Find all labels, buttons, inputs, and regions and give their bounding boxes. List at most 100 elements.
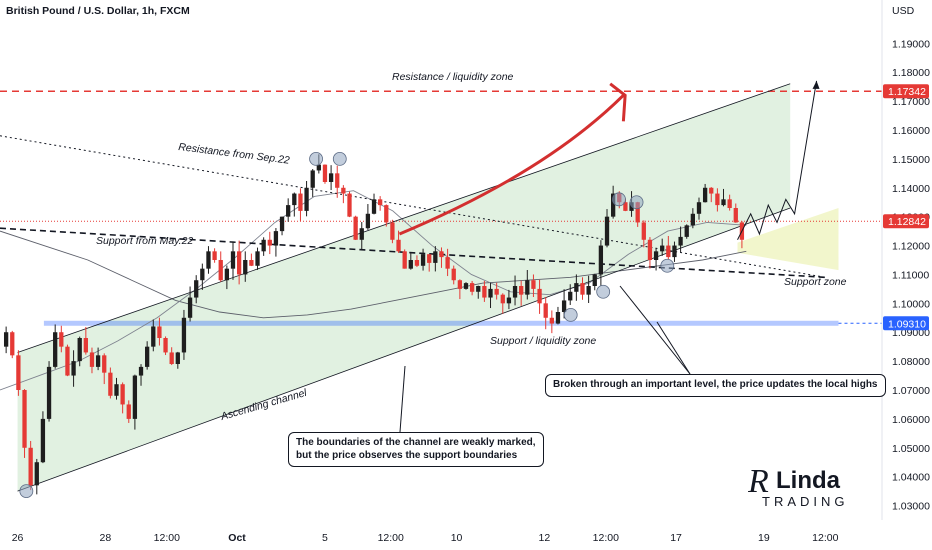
candle-body xyxy=(574,283,579,292)
y-tick-label: 1.19000 xyxy=(892,38,930,50)
candle-body xyxy=(457,280,463,289)
support-zone-fill xyxy=(737,208,839,271)
candle-body xyxy=(212,251,217,260)
candle-body xyxy=(390,222,395,240)
y-tick-label: 1.03000 xyxy=(892,501,930,513)
candle-body xyxy=(451,268,456,281)
candle-body xyxy=(500,294,505,304)
x-tick-label: 10 xyxy=(451,532,463,544)
moving-average-line xyxy=(0,230,747,319)
candle-body xyxy=(371,199,377,214)
x-tick-label: 5 xyxy=(322,532,328,544)
price-label-text: 1.17342 xyxy=(888,86,926,98)
candle-body xyxy=(267,239,272,246)
touch-marker xyxy=(612,192,626,207)
candle-body xyxy=(335,173,340,188)
candle-body xyxy=(445,257,450,269)
support-liquidity-label: Support / liquidity zone xyxy=(490,335,596,347)
candle-body xyxy=(702,187,708,203)
candle-body xyxy=(666,245,671,258)
currency-label: USD xyxy=(892,5,915,17)
candle-body xyxy=(126,404,131,419)
candle-body xyxy=(402,251,407,269)
y-axis-labels: 1.03000 1.04000 1.05000 1.06000 1.07000 1.080… xyxy=(892,38,930,512)
candle-body xyxy=(420,254,426,266)
support-liquidity-band xyxy=(43,320,839,326)
price-label-text: 1.12842 xyxy=(888,216,926,228)
candle-body xyxy=(157,326,162,338)
candle-body xyxy=(549,317,554,324)
candle-body xyxy=(543,303,548,318)
candle-body xyxy=(598,245,604,275)
candle-body xyxy=(635,202,640,223)
candle-body xyxy=(696,202,702,214)
breakout-arrow-head xyxy=(609,82,627,122)
y-tick-label: 1.17000 xyxy=(892,96,930,108)
projection-arrowhead xyxy=(812,80,820,89)
x-tick-label: 19 xyxy=(758,532,770,544)
x-tick-label: 12:00 xyxy=(593,532,619,544)
resistance-zone-label: Resistance / liquidity zone xyxy=(392,71,514,83)
candle-body xyxy=(224,268,230,281)
x-tick-label: 26 xyxy=(12,532,24,544)
support-may-label: Support from May.22 xyxy=(96,235,193,247)
candle-body xyxy=(145,346,150,367)
note-breakout: Broken through an important level, the p… xyxy=(545,374,886,397)
y-tick-label: 1.07000 xyxy=(892,385,930,397)
note-breakout-pointer-a xyxy=(656,321,691,375)
candle-body xyxy=(28,447,33,486)
y-tick-label: 1.10000 xyxy=(892,298,930,310)
y-tick-label: 1.12000 xyxy=(892,241,930,253)
candle-body xyxy=(249,260,254,266)
price-label-box xyxy=(883,214,929,229)
channel-upper-line xyxy=(17,83,791,353)
candle-body xyxy=(102,355,107,373)
candle-body xyxy=(292,193,297,206)
candle-body xyxy=(59,332,64,347)
candle-body xyxy=(328,173,334,182)
support-zone-label: Support zone xyxy=(784,276,847,288)
touch-marker xyxy=(332,151,347,166)
y-tick-label: 1.05000 xyxy=(892,443,930,455)
candle-body xyxy=(108,372,113,396)
y-tick-label: 1.04000 xyxy=(892,472,930,484)
trendlines xyxy=(0,83,826,492)
candle-body xyxy=(427,254,432,263)
candle-body xyxy=(261,239,266,252)
candle-body xyxy=(310,170,315,188)
note-channel: The boundaries of the channel are weakly… xyxy=(288,432,544,467)
candle-body xyxy=(163,338,168,353)
candle-body xyxy=(316,164,321,171)
price-label-text: 1.09310 xyxy=(888,318,926,330)
candle-body xyxy=(469,283,475,292)
candle-body xyxy=(611,193,616,217)
candle-body xyxy=(408,260,413,269)
touch-marker xyxy=(660,258,675,273)
candle-body xyxy=(34,462,39,486)
candle-body xyxy=(555,312,561,324)
ascending-channel-fill xyxy=(17,83,791,492)
resistance-sep-label: Resistance from Sep.22 xyxy=(178,141,291,167)
candle-body xyxy=(120,384,125,405)
chart-title: British Pound / U.S. Dollar, 1h, FXCM xyxy=(6,5,190,17)
candlesticks xyxy=(3,154,745,495)
linda-trading-logo: R Linda TRADING xyxy=(748,463,845,509)
y-tick-label: 1.18000 xyxy=(892,67,930,79)
support-may-line xyxy=(0,227,826,279)
candle-body xyxy=(236,251,242,275)
price-labels: 1.17342 1.12842 1.09310 xyxy=(883,84,929,331)
y-tick-label: 1.06000 xyxy=(892,414,930,426)
candle-body xyxy=(10,332,15,356)
candle-body xyxy=(206,251,211,269)
touch-marker xyxy=(629,195,644,210)
y-tick-label: 1.08000 xyxy=(892,356,930,368)
candle-body xyxy=(243,260,248,275)
candle-body xyxy=(384,205,389,223)
candle-body xyxy=(378,199,383,206)
candle-body xyxy=(304,187,309,211)
candle-body xyxy=(439,251,444,258)
price-label-box xyxy=(883,84,929,99)
note-breakout-pointer-b xyxy=(619,285,691,375)
logo-main-text: Linda xyxy=(776,467,841,494)
